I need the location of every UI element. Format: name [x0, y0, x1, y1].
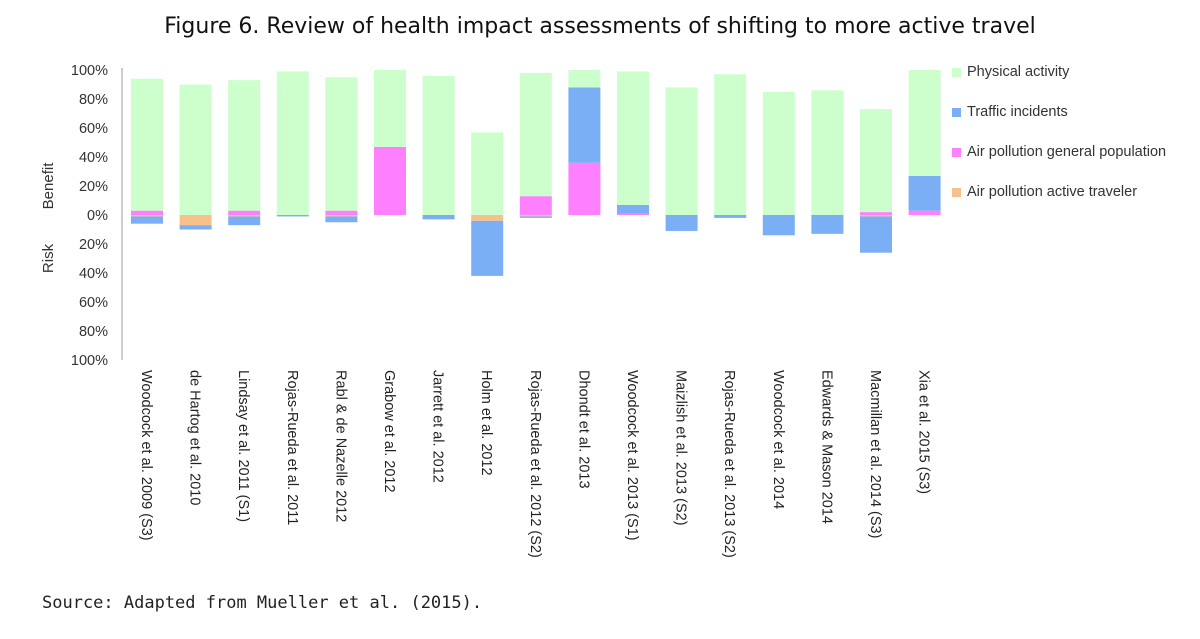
legend-item: Air pollution general population — [952, 142, 1197, 162]
bar-segment — [131, 215, 163, 217]
bar-segment — [422, 75, 455, 215]
bar-segment — [860, 215, 892, 217]
y-tick-label: 20% — [79, 179, 108, 195]
x-category-label: Rojas-Rueda et al. 2011 — [284, 370, 300, 525]
x-category-label: Macmillan et al. 2014 (S3) — [867, 370, 883, 538]
legend-item: Physical activity — [952, 62, 1197, 82]
bar-segment — [422, 215, 455, 220]
bar-segment — [908, 210, 941, 215]
bar-segment — [617, 204, 649, 214]
legend-label: Traffic incidents — [967, 104, 1068, 120]
bar-segment — [617, 71, 649, 205]
bar-segment — [471, 215, 504, 221]
x-category-label: Xia et al. 2015 (S3) — [916, 370, 932, 494]
bar-segment — [714, 74, 747, 215]
bar-segment — [131, 78, 163, 211]
x-category-label: Holm et al. 2012 — [478, 370, 494, 476]
y-tick-label: 40% — [79, 266, 108, 282]
bar-segment — [228, 215, 261, 217]
bar-segment — [519, 72, 552, 197]
bar-segment — [519, 216, 552, 218]
bar-segment — [617, 213, 649, 215]
bar-segment — [568, 70, 601, 88]
x-category-label: Maizlish et al. 2013 (S2) — [673, 370, 689, 526]
x-category-label: Woodcock et al. 2014 — [770, 370, 786, 509]
x-category-label: Rojas-Rueda et al. 2012 (S2) — [527, 370, 543, 558]
y-tick-label: 80% — [79, 324, 108, 340]
x-category-label: Jarrett et al. 2012 — [430, 370, 446, 483]
x-category-label: Grabow et al. 2012 — [381, 370, 397, 493]
bar-segment — [811, 215, 844, 234]
x-category-label: Edwards & Mason 2014 — [818, 370, 834, 524]
bar-segment — [762, 91, 795, 215]
bar-segment — [519, 215, 552, 217]
bar-segment — [276, 71, 309, 215]
legend-swatch — [952, 107, 961, 117]
legend-item: Traffic incidents — [952, 102, 1197, 122]
legend-swatch — [952, 147, 961, 157]
bar-segment — [908, 70, 941, 176]
bar-segment — [325, 215, 358, 217]
x-category-label: de Hartog et al. 2010 — [187, 370, 203, 505]
bar-segment — [714, 215, 747, 218]
y-tick-label: 0% — [87, 208, 108, 224]
bar-segment — [860, 109, 892, 213]
x-category-label: Rojas-Rueda et al. 2013 (S2) — [721, 370, 737, 558]
x-category-label: Woodcock et al. 2009 (S3) — [138, 370, 154, 541]
bar-segment — [179, 84, 212, 215]
bar-segment — [131, 210, 163, 215]
y-tick-label: 100% — [71, 353, 108, 369]
bar-segment — [908, 175, 941, 211]
y-axis-label-benefit: Benefit — [40, 162, 57, 210]
chart-legend: Physical activity Traffic incidents Air po… — [952, 62, 1197, 222]
bar-segment — [665, 215, 698, 231]
legend-item: Air pollution active traveler — [952, 182, 1197, 202]
y-tick-label: 80% — [79, 92, 108, 108]
bar-segment — [762, 215, 795, 236]
x-category-label: Woodcock et al. 2013 (S1) — [624, 370, 640, 541]
bar-segment — [860, 216, 892, 253]
bar-segment — [228, 80, 261, 211]
bar-segment — [276, 215, 309, 217]
legend-swatch — [952, 67, 961, 77]
legend-label: Physical activity — [967, 64, 1070, 80]
bar-segment — [131, 216, 163, 224]
bar-segment — [325, 77, 358, 211]
bar-segment — [519, 196, 552, 215]
bar-segment — [325, 216, 358, 223]
bar-segment — [325, 210, 358, 215]
bar-segment — [471, 220, 504, 276]
bar-segment — [471, 132, 504, 215]
source-note: Source: Adapted from Mueller et al. (201… — [42, 593, 483, 613]
bar-segment — [860, 212, 892, 215]
bar-segment — [568, 87, 601, 163]
legend-swatch — [952, 187, 961, 197]
bar-segment — [228, 216, 261, 226]
bar-segment — [228, 210, 261, 215]
y-axis-label-risk: Risk — [40, 243, 57, 273]
bar-segment — [665, 87, 698, 215]
legend-label: Air pollution general population — [967, 144, 1167, 160]
bar-segment — [568, 162, 601, 215]
x-category-label: Rabl & de Nazelle 2012 — [332, 370, 348, 522]
y-tick-label: 100% — [71, 63, 108, 79]
legend-label: Air pollution active traveler — [967, 184, 1138, 200]
y-tick-label: 40% — [79, 150, 108, 166]
bar-segment — [374, 70, 406, 147]
x-category-label: Dhondt et al. 2013 — [575, 370, 591, 489]
bar-segment — [374, 146, 406, 215]
y-tick-label: 20% — [79, 237, 108, 253]
y-tick-label: 60% — [79, 121, 108, 137]
bar-segment — [811, 90, 844, 215]
x-category-label: Lindsay et al. 2011 (S1) — [235, 370, 251, 522]
bar-segment — [179, 215, 212, 226]
figure-title: Figure 6. Review of health impact assess… — [164, 14, 1036, 39]
y-tick-label: 60% — [79, 295, 108, 311]
bar-segment — [179, 225, 212, 230]
